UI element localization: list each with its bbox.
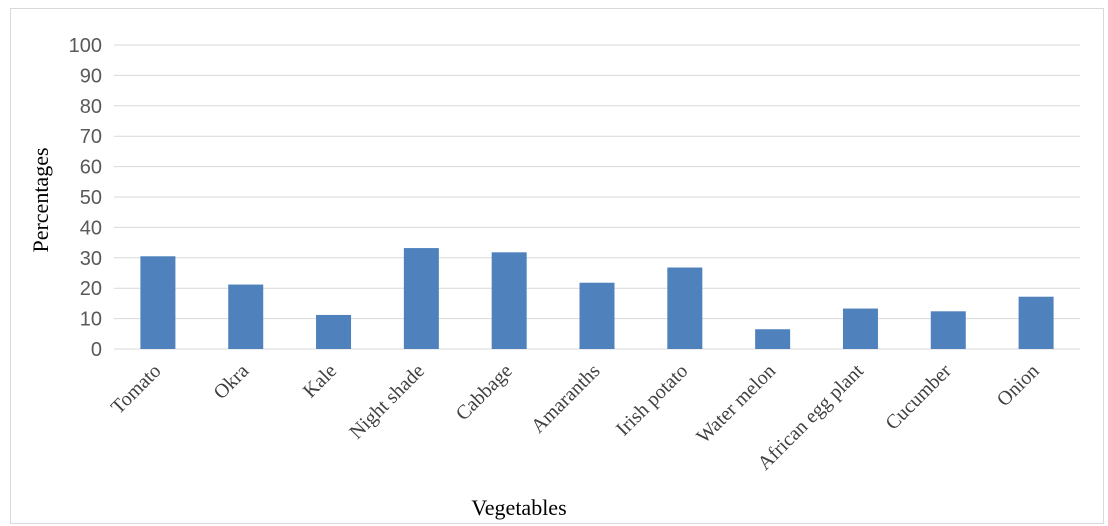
bar-kale	[316, 314, 352, 349]
y-tick-label: 100	[69, 35, 102, 57]
y-tick-label: 60	[80, 157, 102, 179]
y-tick-label: 0	[91, 339, 102, 361]
y-tick-label: 30	[80, 248, 102, 270]
x-tick-label: Kale	[299, 360, 341, 402]
bar-water-melon	[755, 329, 791, 349]
x-tick-label: Onion	[993, 360, 1044, 411]
bar-irish-potato	[667, 267, 703, 349]
x-tick-label: Tomato	[107, 360, 166, 419]
x-tick-label: Water melon	[692, 360, 780, 448]
x-axis-ticks: Tomato Okra Kale Night shade Cabbage Amaranth…	[107, 360, 1044, 475]
x-tick-label: Cabbage	[452, 360, 517, 425]
bar-onion	[1018, 296, 1054, 349]
x-axis-title: Vegetables	[471, 495, 566, 520]
bar-cabbage	[491, 252, 527, 349]
chart-frame	[10, 8, 1104, 524]
bars	[140, 248, 1054, 349]
bar-african-egg-plant	[842, 308, 878, 349]
bar-amaranths	[579, 282, 615, 349]
y-tick-label: 50	[80, 187, 102, 209]
y-tick-label: 90	[80, 65, 102, 87]
x-tick-label: Night shade	[345, 360, 429, 444]
x-tick-label: Irish potato	[612, 360, 692, 440]
y-tick-label: 80	[80, 96, 102, 118]
gridlines	[114, 44, 1080, 350]
y-axis-title: Percentages	[28, 147, 53, 252]
bar-tomato	[140, 256, 176, 349]
y-tick-label: 10	[80, 309, 102, 331]
x-tick-label: Okra	[209, 360, 253, 404]
bar-okra	[228, 284, 264, 349]
bar-cucumber	[930, 311, 966, 349]
x-tick-label: Amaranths	[527, 360, 605, 438]
y-axis-ticks: 0 10 20 30 40 50 60 70 80 90 100	[69, 35, 102, 361]
y-tick-label: 40	[80, 217, 102, 239]
x-tick-label: Cucumber	[881, 360, 956, 435]
y-tick-label: 20	[80, 278, 102, 300]
bar-night-shade	[403, 248, 439, 349]
y-tick-label: 70	[80, 126, 102, 148]
